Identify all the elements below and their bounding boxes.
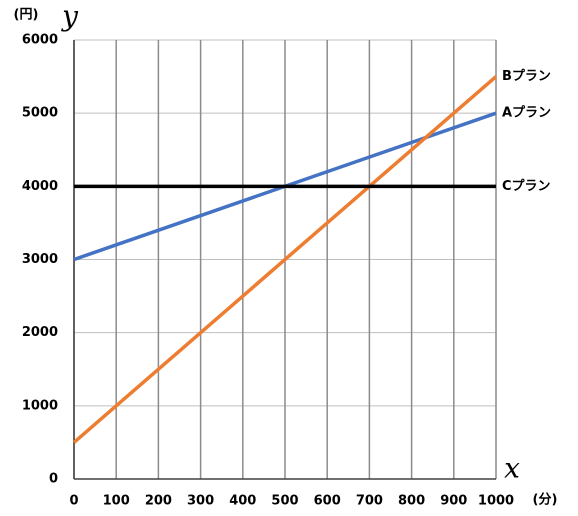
- y-tick-label: 0: [49, 472, 58, 487]
- x-tick-label: 300: [187, 494, 214, 509]
- y-tick-label: 6000: [22, 33, 58, 48]
- x-tick-label: 100: [103, 494, 130, 509]
- y-tick-label: 4000: [22, 179, 58, 194]
- x-tick-label: 0: [69, 494, 78, 509]
- series-label: Cプラン: [502, 179, 551, 194]
- x-tick-label: 1000: [478, 494, 514, 509]
- y-tick-label: 2000: [22, 325, 58, 340]
- y-label: y: [60, 0, 79, 33]
- x-tick-label: 800: [398, 494, 425, 509]
- series-label: Bプラン: [502, 69, 551, 84]
- x-tick-label: 400: [229, 494, 256, 509]
- y-tick-label: 1000: [22, 398, 58, 413]
- y-tick-label: 5000: [22, 106, 58, 121]
- series-line: [72, 75, 498, 444]
- x-tick-label: 600: [314, 494, 341, 509]
- x-label: x: [504, 452, 520, 485]
- x-tick-label: 900: [440, 494, 467, 509]
- series-label: Aプラン: [502, 106, 551, 121]
- x-tick-label: 500: [271, 494, 298, 509]
- x-tick-label: 200: [145, 494, 172, 509]
- y-unit: (円): [14, 8, 39, 23]
- x-tick-label: 700: [356, 494, 383, 509]
- y-tick-label: 3000: [22, 252, 58, 267]
- x-unit: (分): [533, 492, 558, 508]
